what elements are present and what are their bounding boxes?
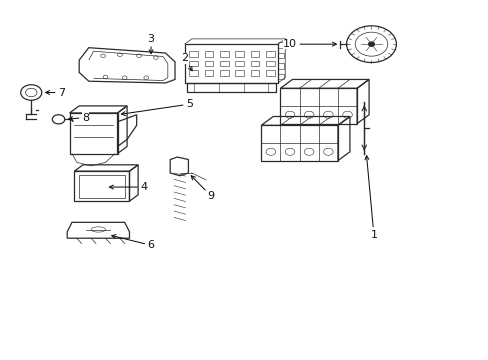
Bar (186, 83, 275, 92)
Bar (189, 71, 198, 76)
Text: 4: 4 (109, 182, 147, 192)
Bar (265, 71, 274, 76)
Bar (79, 175, 124, 198)
Bar (278, 42, 283, 48)
Bar (235, 61, 244, 66)
Bar (278, 63, 283, 69)
Text: 2: 2 (181, 53, 192, 71)
Circle shape (368, 42, 374, 46)
Bar (250, 61, 259, 66)
Bar (250, 51, 259, 57)
Bar (189, 51, 198, 57)
Text: 1: 1 (364, 156, 377, 240)
Text: 9: 9 (191, 176, 214, 201)
Text: 8: 8 (69, 113, 89, 122)
Text: 7: 7 (46, 87, 65, 98)
Bar (220, 71, 228, 76)
Bar (204, 71, 213, 76)
Text: 5: 5 (121, 99, 192, 116)
Bar (220, 61, 228, 66)
Bar (235, 71, 244, 76)
Bar (184, 44, 278, 83)
Text: 10: 10 (283, 39, 336, 49)
Bar (280, 88, 356, 123)
Bar (220, 51, 228, 57)
Bar (278, 53, 283, 58)
Bar (204, 61, 213, 66)
Bar (250, 71, 259, 76)
Bar (204, 51, 213, 57)
Text: 6: 6 (112, 235, 154, 250)
Text: 3: 3 (147, 34, 154, 54)
Bar (278, 74, 283, 80)
Bar (74, 171, 129, 201)
Bar (235, 51, 244, 57)
Bar (265, 61, 274, 66)
Bar (265, 51, 274, 57)
Bar (189, 61, 198, 66)
Bar (261, 125, 337, 161)
